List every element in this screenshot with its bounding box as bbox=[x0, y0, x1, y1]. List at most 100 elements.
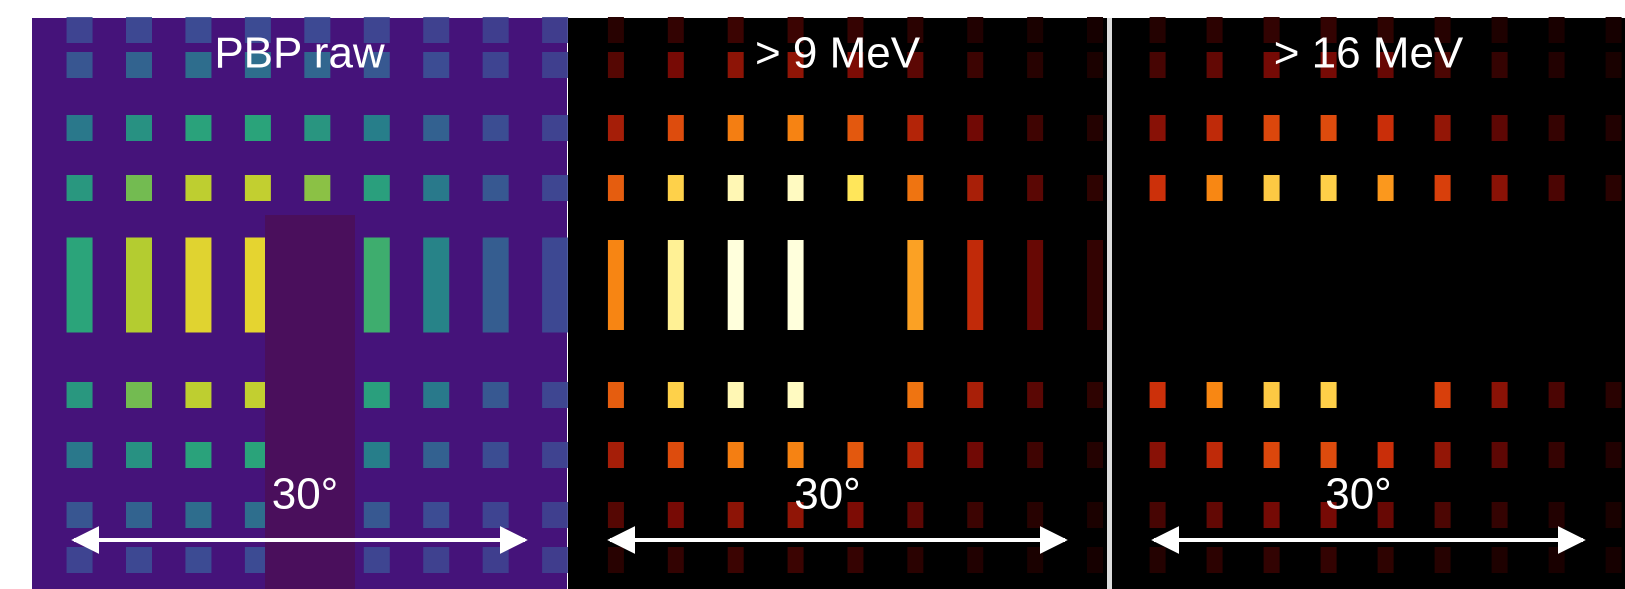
detector-pixel bbox=[1378, 115, 1394, 141]
detector-pixel bbox=[1492, 175, 1508, 201]
detector-pixel bbox=[847, 442, 863, 468]
detector-pixel bbox=[668, 17, 684, 43]
detector-pixel bbox=[542, 52, 568, 78]
detector-pixel bbox=[1027, 547, 1043, 573]
detector-pixel bbox=[185, 52, 211, 78]
detector-pixel bbox=[1321, 175, 1337, 201]
detector-pixel bbox=[1027, 502, 1043, 528]
detector-pixel bbox=[185, 382, 211, 408]
detector-pixel bbox=[67, 502, 93, 528]
detector-pixel bbox=[608, 115, 624, 141]
detector-pixel bbox=[1207, 175, 1223, 201]
detector-pixel bbox=[67, 382, 93, 408]
detector-pixel bbox=[1150, 442, 1166, 468]
detector-pixel bbox=[728, 382, 744, 408]
detector-pixel bbox=[542, 547, 568, 573]
detector-pixel bbox=[483, 238, 509, 333]
detector-pixel bbox=[542, 238, 568, 333]
detector-pixel bbox=[1321, 442, 1337, 468]
detector-pixel bbox=[126, 115, 152, 141]
detector-pixel bbox=[126, 17, 152, 43]
detector-pixel bbox=[1435, 175, 1451, 201]
detector-pixel bbox=[304, 115, 330, 141]
detector-pixel bbox=[483, 52, 509, 78]
detector-pixel bbox=[1492, 502, 1508, 528]
detector-pixel bbox=[1087, 382, 1103, 408]
detector-pixel bbox=[483, 502, 509, 528]
detector-pixel bbox=[423, 52, 449, 78]
detector-pixel bbox=[788, 547, 804, 573]
detector-pixel bbox=[1027, 175, 1043, 201]
detector-pixel bbox=[608, 240, 624, 330]
detector-pixel bbox=[728, 240, 744, 330]
detector-pixel bbox=[542, 175, 568, 201]
detector-pixel bbox=[1606, 382, 1622, 408]
detector-pixel bbox=[1150, 52, 1166, 78]
detector-pixel bbox=[668, 240, 684, 330]
scale-label: 30° bbox=[1325, 470, 1392, 519]
detector-pixel bbox=[245, 115, 271, 141]
detector-pixel bbox=[1549, 175, 1565, 201]
detector-pixel bbox=[1321, 115, 1337, 141]
detector-pixel bbox=[608, 382, 624, 408]
detector-pixel bbox=[423, 547, 449, 573]
detector-pixel bbox=[364, 442, 390, 468]
detector-pixel bbox=[1087, 17, 1103, 43]
detector-pixel bbox=[668, 382, 684, 408]
detector-pixel bbox=[728, 175, 744, 201]
detector-pixel bbox=[967, 115, 983, 141]
detector-pixel bbox=[423, 238, 449, 333]
detector-pixel bbox=[1549, 382, 1565, 408]
detector-pixel bbox=[907, 240, 923, 330]
detector-pixel bbox=[907, 502, 923, 528]
detector-pixel bbox=[668, 115, 684, 141]
detector-pixel bbox=[967, 52, 983, 78]
detector-pixel bbox=[788, 240, 804, 330]
detector-pixel bbox=[364, 175, 390, 201]
detector-pixel bbox=[1378, 547, 1394, 573]
detector-pixel bbox=[185, 115, 211, 141]
detector-pixel bbox=[1150, 175, 1166, 201]
detector-pixel bbox=[126, 175, 152, 201]
detector-pixel bbox=[1549, 17, 1565, 43]
detector-pixel bbox=[67, 115, 93, 141]
detector-pixel bbox=[67, 547, 93, 573]
detector-pixel bbox=[67, 175, 93, 201]
detector-pixel bbox=[967, 240, 983, 330]
separator bbox=[1107, 18, 1112, 589]
detector-pixel bbox=[728, 442, 744, 468]
detector-pixel bbox=[1027, 52, 1043, 78]
detector-pixel bbox=[185, 502, 211, 528]
detector-pixel bbox=[967, 502, 983, 528]
detector-pixel bbox=[185, 17, 211, 43]
detector-pixel bbox=[542, 115, 568, 141]
detector-pixel bbox=[1492, 52, 1508, 78]
detector-pixel bbox=[1435, 382, 1451, 408]
detector-pixel bbox=[185, 442, 211, 468]
detector-pixel bbox=[668, 502, 684, 528]
detector-pixel bbox=[1549, 547, 1565, 573]
detector-pixel bbox=[1606, 547, 1622, 573]
detector-pixel bbox=[1087, 175, 1103, 201]
detector-pixel bbox=[1606, 175, 1622, 201]
detector-pixel bbox=[608, 442, 624, 468]
detector-pixel bbox=[1087, 240, 1103, 330]
detector-pixel bbox=[542, 502, 568, 528]
detector-pixel bbox=[364, 115, 390, 141]
detector-pixel bbox=[126, 52, 152, 78]
detector-pixel bbox=[364, 502, 390, 528]
detector-pixel bbox=[608, 547, 624, 573]
detector-pixel bbox=[483, 382, 509, 408]
detector-pixel bbox=[126, 382, 152, 408]
detector-pixel bbox=[608, 502, 624, 528]
detector-pixel bbox=[1321, 382, 1337, 408]
detector-pixel bbox=[728, 115, 744, 141]
detector-pixel bbox=[1087, 442, 1103, 468]
panel-label: PBP raw bbox=[214, 29, 385, 78]
detector-pixel bbox=[1087, 547, 1103, 573]
detector-pixel bbox=[1150, 547, 1166, 573]
detector-pixel bbox=[185, 547, 211, 573]
detector-pixel bbox=[1087, 115, 1103, 141]
detector-pixel bbox=[1606, 442, 1622, 468]
detector-pixel bbox=[788, 115, 804, 141]
